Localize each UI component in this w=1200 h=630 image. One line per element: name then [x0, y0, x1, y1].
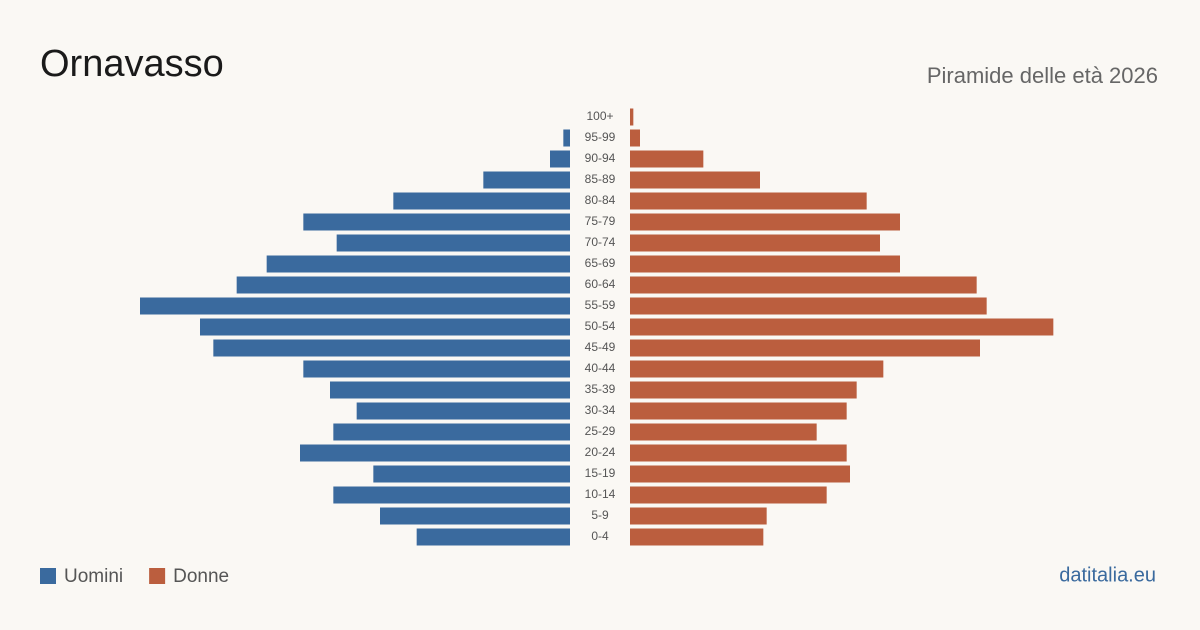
category-label: 100+ — [586, 109, 613, 123]
category-label: 10-14 — [585, 487, 616, 501]
category-label: 55-59 — [585, 298, 616, 312]
category-label: 95-99 — [585, 130, 616, 144]
bar — [550, 150, 570, 168]
bar — [333, 486, 570, 504]
category-label: 90-94 — [585, 151, 616, 165]
bar — [630, 423, 817, 441]
category-label: 20-24 — [585, 445, 616, 459]
bar — [630, 129, 640, 147]
bar — [236, 276, 570, 294]
bar — [213, 339, 571, 357]
bar — [630, 486, 827, 504]
bar — [416, 528, 570, 546]
category-label: 15-19 — [585, 466, 616, 480]
category-label: 70-74 — [585, 235, 616, 249]
bar — [303, 360, 570, 378]
bar — [330, 381, 570, 399]
category-label: 40-44 — [585, 361, 616, 375]
legend-swatch — [40, 568, 56, 584]
bar — [336, 234, 570, 252]
bar — [630, 318, 1054, 336]
bar — [393, 192, 570, 210]
chart-subtitle: Piramide delle età 2026 — [927, 63, 1158, 88]
bar — [303, 213, 570, 231]
legend-label: Donne — [173, 566, 229, 587]
category-label: 30-34 — [585, 403, 616, 417]
bar — [630, 234, 880, 252]
bar — [563, 129, 570, 147]
bar — [630, 444, 847, 462]
legend-swatch — [149, 568, 166, 584]
bar — [630, 339, 980, 357]
bar — [630, 150, 704, 168]
bar — [630, 507, 767, 525]
category-label: 85-89 — [585, 172, 616, 186]
bar — [630, 402, 847, 420]
bar — [630, 360, 884, 378]
bar — [630, 465, 850, 483]
category-label: 45-49 — [585, 340, 616, 354]
bar — [380, 507, 570, 525]
category-label: 35-39 — [585, 382, 616, 396]
source: datitalia.eu — [1059, 564, 1156, 586]
bar — [630, 276, 977, 294]
bar — [483, 171, 570, 189]
category-label: 60-64 — [585, 277, 616, 291]
bar — [630, 255, 900, 273]
bar — [333, 423, 570, 441]
category-label: 75-79 — [585, 214, 616, 228]
bar — [630, 213, 900, 231]
category-label: 0-4 — [591, 529, 609, 543]
bar — [373, 465, 570, 483]
category-label: 65-69 — [585, 256, 616, 270]
category-label: 5-9 — [591, 508, 609, 522]
bar — [630, 171, 760, 189]
bar — [200, 318, 570, 336]
bar — [266, 255, 570, 273]
category-label: 80-84 — [585, 193, 616, 207]
chart-title: Ornavasso — [40, 43, 224, 85]
bar — [630, 381, 857, 399]
bar — [630, 528, 764, 546]
category-label: 25-29 — [585, 424, 616, 438]
bar — [356, 402, 570, 420]
legend-label: Uomini — [64, 566, 123, 587]
bar — [300, 444, 570, 462]
bar — [630, 297, 987, 315]
bar — [140, 297, 570, 315]
bar — [630, 192, 867, 210]
bar — [630, 108, 634, 126]
category-label: 50-54 — [585, 319, 616, 333]
